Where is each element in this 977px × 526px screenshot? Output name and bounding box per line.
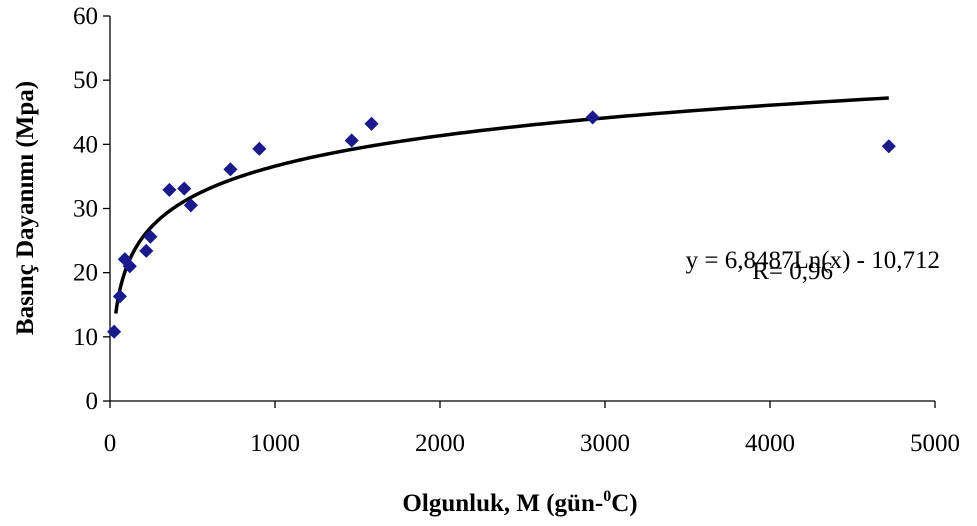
x-tick-label: 4000 (745, 430, 795, 457)
data-point-marker (107, 324, 122, 339)
trendline-group (114, 96, 889, 314)
data-point-marker (143, 229, 158, 244)
data-point-marker (162, 182, 177, 197)
y-tick-label: 20 (73, 260, 98, 287)
y-axis-title: Basınç Dayanımı (Mpa) (12, 81, 39, 335)
data-point-marker (364, 116, 379, 131)
y-tick-label: 40 (73, 131, 98, 158)
y-tick-label: 0 (86, 388, 99, 415)
x-axis-title-suffix: C) (611, 490, 637, 517)
data-point-marker (177, 181, 192, 196)
data-point-marker (344, 133, 359, 148)
r-value-annotation: R= 0,96 (752, 258, 833, 285)
x-tick-label: 2000 (415, 430, 465, 457)
data-point-marker (112, 289, 127, 304)
data-point-marker (139, 243, 154, 258)
x-tick-label: 1000 (250, 430, 300, 457)
x-axis-title: Olgunluk, M (gün-0C) (402, 488, 637, 517)
data-point-marker (122, 259, 137, 274)
data-point-marker (223, 162, 238, 177)
x-axis-title-superscript: 0 (603, 488, 611, 505)
x-axis-title-main: Olgunluk, M (gün- (402, 490, 603, 517)
trendline (114, 96, 889, 314)
equation-annotation: y = 6,8487Ln(x) - 10,712 (686, 247, 940, 274)
data-points (107, 110, 896, 339)
y-tick-label: 30 (73, 196, 98, 223)
x-tick-label: 0 (104, 430, 117, 457)
x-ticks: 0 1000 2000 3000 4000 5000 (104, 401, 960, 457)
y-tick-label: 10 (73, 324, 98, 351)
axes (109, 16, 935, 402)
data-point-marker (585, 110, 600, 125)
data-point-marker (183, 198, 198, 213)
x-tick-label: 5000 (910, 430, 960, 457)
y-ticks: 0 10 20 30 40 50 60 (73, 3, 110, 415)
y-tick-label: 50 (73, 67, 98, 94)
data-point-marker (252, 141, 267, 156)
y-tick-label: 60 (73, 3, 98, 30)
x-tick-label: 3000 (580, 430, 630, 457)
data-point-marker (881, 139, 896, 154)
